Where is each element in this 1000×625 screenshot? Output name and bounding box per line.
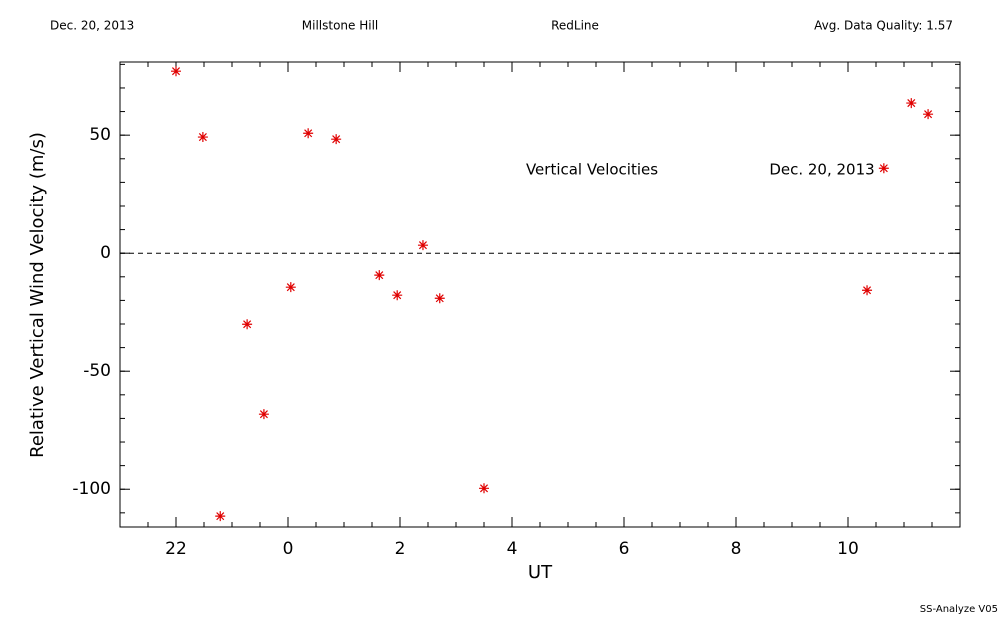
header-quality: Avg. Data Quality: 1.57 (814, 19, 953, 33)
point (374, 270, 385, 281)
header-site: Millstone Hill (302, 19, 378, 33)
y-tick-label: -50 (83, 361, 111, 381)
x-tick-label: 4 (507, 539, 518, 559)
point (331, 134, 342, 145)
point (906, 98, 917, 109)
point (215, 511, 226, 522)
point (434, 293, 445, 304)
point (417, 240, 428, 251)
x-tick-label: 6 (619, 539, 630, 559)
header-line: RedLine (551, 19, 599, 33)
x-tick-label: 2 (395, 539, 406, 559)
point (392, 290, 403, 301)
x-axis-label: UT (528, 562, 553, 583)
y-axis-label: Relative Vertical Wind Velocity (m/s) (27, 132, 48, 458)
point (862, 285, 873, 296)
y-tick-label: 0 (100, 243, 111, 263)
footer: SS-Analyze V05 (920, 604, 998, 615)
point (171, 66, 181, 77)
plot-frame (119, 61, 961, 528)
y-tick-label: -100 (72, 479, 111, 499)
x-tick-label: 22 (165, 539, 187, 559)
point (285, 282, 296, 293)
annotation: Dec. 20, 2013 (769, 161, 874, 179)
point (923, 109, 934, 120)
point (197, 132, 208, 143)
point (878, 163, 889, 174)
header-date: Dec. 20, 2013 (50, 19, 134, 33)
y-tick-label: 50 (89, 125, 111, 145)
x-tick-label: 8 (731, 539, 742, 559)
x-tick-label: 10 (837, 539, 859, 559)
point (303, 128, 314, 139)
point (258, 409, 269, 420)
annotation: Vertical Velocities (526, 161, 658, 179)
point (242, 319, 253, 330)
point (479, 483, 489, 494)
x-tick-label: 0 (283, 539, 294, 559)
